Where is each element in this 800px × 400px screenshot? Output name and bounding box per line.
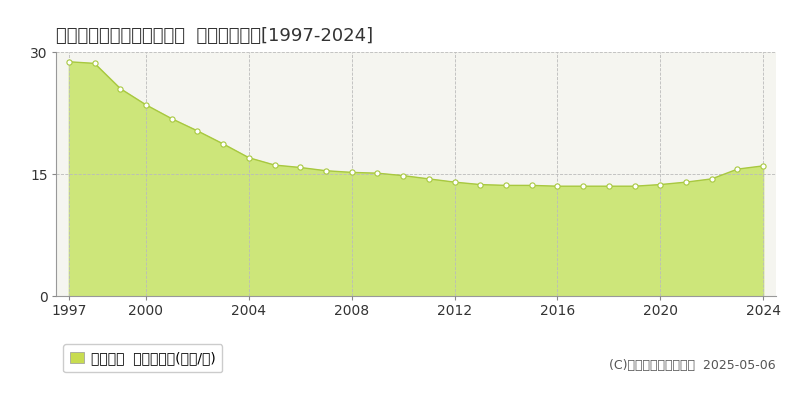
Point (577, 183, 590, 189)
Text: (C)土地価格ドットコム  2025-05-06: (C)土地価格ドットコム 2025-05-06 (610, 359, 776, 372)
Point (346, 169, 358, 176)
Point (397, 172, 410, 179)
Point (551, 183, 564, 189)
Point (217, 141, 230, 147)
Legend: 基準地価  平均坪単価(万円/坪): 基準地価 平均坪単価(万円/坪) (63, 344, 222, 372)
Point (474, 181, 486, 188)
Point (422, 176, 435, 182)
Point (706, 176, 718, 182)
Point (114, 86, 126, 92)
Point (62, 58, 75, 65)
Point (526, 182, 538, 188)
Point (679, 179, 692, 185)
Point (731, 166, 744, 172)
Point (654, 181, 666, 188)
Point (88, 60, 101, 66)
Text: 札幌市手稲区西宮の沢五条  基準地価推移[1997-2024]: 札幌市手稲区西宮の沢五条 基準地価推移[1997-2024] (56, 27, 373, 45)
Point (268, 162, 281, 168)
Point (628, 183, 641, 189)
Point (242, 154, 255, 161)
Point (602, 183, 615, 189)
Point (139, 102, 152, 108)
Point (319, 168, 332, 174)
Point (499, 182, 512, 188)
Point (191, 128, 204, 134)
Point (294, 164, 306, 171)
Point (371, 170, 384, 176)
Point (166, 116, 178, 122)
Point (757, 163, 770, 169)
Point (448, 179, 461, 185)
